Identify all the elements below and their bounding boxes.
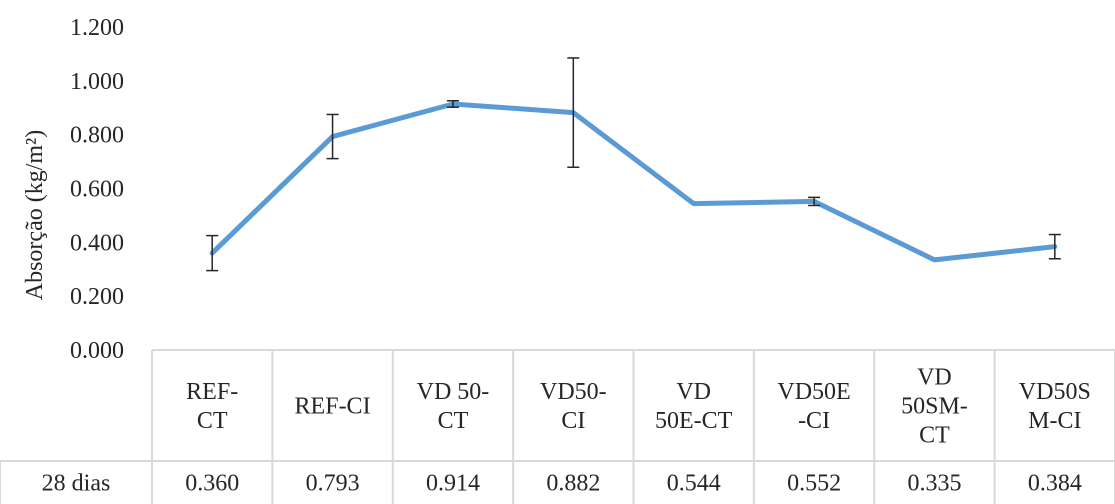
series-line: [209, 101, 1058, 263]
error-bar: [326, 113, 339, 160]
y-axis-label: Absorção (kg/m²): [22, 130, 48, 300]
y-tick-label: 1.000: [70, 69, 124, 95]
data-table-value: 0.552: [787, 471, 841, 497]
data-table-value: 0.360: [185, 471, 239, 497]
y-tick-label: 0.000: [70, 338, 124, 364]
series-28-dias: [206, 57, 1061, 272]
data-table: REF-CT REF-CI VD 50-CT VD50-CI VD 50E-CT VD50E…: [0, 349, 1115, 504]
y-tick-label: 0.600: [70, 177, 124, 203]
category-label: VD 50SM-CT: [901, 365, 968, 449]
y-axis: 0.000 0.200 0.400 0.600 0.800 1.000 1.200: [70, 15, 124, 364]
error-bar: [567, 57, 580, 168]
data-table-value: 0.914: [426, 471, 480, 497]
data-table-value: 0.544: [667, 471, 721, 497]
data-table-value: 0.335: [907, 471, 961, 497]
category-label: VD50S M-CI: [1019, 379, 1091, 434]
data-table-value: 0.384: [1028, 471, 1082, 497]
category-label: VD 50E-CT: [655, 379, 733, 434]
y-tick-label: 0.200: [70, 284, 124, 310]
error-bar: [808, 196, 821, 207]
y-tick-label: 0.800: [70, 123, 124, 149]
data-table-value: 0.793: [306, 471, 360, 497]
category-label: REF-CI: [295, 394, 371, 420]
category-label: VD 50-CT: [417, 379, 490, 434]
data-table-value: 0.882: [546, 471, 600, 497]
category-label: VD50-CI: [540, 379, 607, 434]
category-label: REF-CT: [186, 379, 238, 434]
category-label: VD50E -CI: [777, 379, 850, 434]
y-tick-label: 1.200: [70, 15, 124, 41]
y-tick-label: 0.400: [70, 230, 124, 256]
error-bar: [446, 100, 459, 108]
error-bar: [206, 234, 219, 272]
error-bar: [1048, 233, 1061, 260]
series-label: 28 dias: [42, 471, 111, 497]
